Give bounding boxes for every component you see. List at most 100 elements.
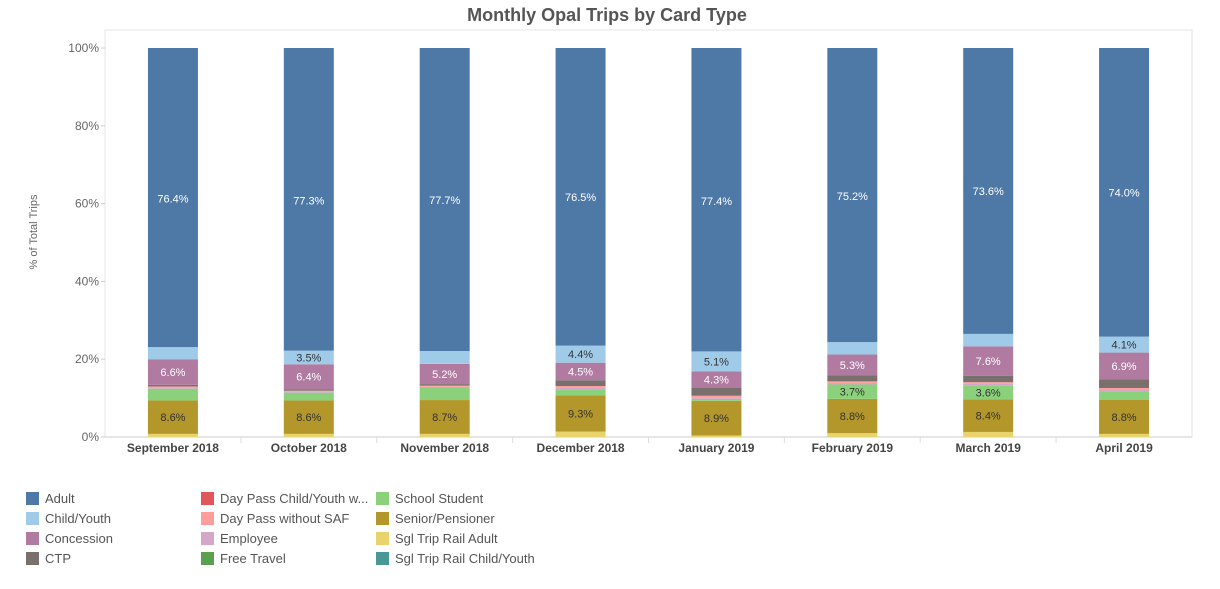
bar-segment-child-youth bbox=[827, 342, 878, 355]
chart-title: Monthly Opal Trips by Card Type bbox=[467, 5, 747, 25]
data-label: 77.3% bbox=[293, 195, 324, 207]
bar-segment-school-student bbox=[827, 384, 878, 399]
data-label: 7.6% bbox=[976, 356, 1001, 368]
legend-label: School Student bbox=[395, 490, 484, 506]
legend-label: Sgl Trip Rail Child/Youth bbox=[395, 550, 535, 566]
legend-item[interactable]: Free Travel bbox=[201, 548, 376, 568]
bar-segment-employee bbox=[691, 397, 742, 399]
bar-segment-senior-pensioner bbox=[963, 399, 1014, 432]
bar-segment-sgl-trip-rail-adult bbox=[963, 431, 1014, 437]
y-axis-label: % of Total Trips bbox=[28, 194, 40, 269]
bar-segment-employee bbox=[147, 387, 198, 389]
data-label: 74.0% bbox=[1108, 188, 1139, 200]
bar-segment-sgl-trip-rail-adult bbox=[283, 433, 334, 437]
legend-item[interactable]: Sgl Trip Rail Child/Youth bbox=[376, 548, 551, 568]
legend-item[interactable]: School Student bbox=[376, 488, 551, 508]
x-tick-label: October 2018 bbox=[271, 441, 347, 455]
data-label: 5.2% bbox=[432, 369, 457, 381]
bar-segment-adult bbox=[963, 48, 1014, 334]
bar-segment-sgl-trip-rail-adult bbox=[1099, 433, 1150, 437]
bar-segment-concession bbox=[963, 346, 1014, 376]
bar-segment-senior-pensioner bbox=[827, 398, 878, 434]
legend-item[interactable]: Employee bbox=[201, 528, 376, 548]
data-label: 5.1% bbox=[704, 356, 729, 368]
stacked-bar-chart: Monthly Opal Trips by Card Type % of Tot… bbox=[28, 5, 1193, 455]
data-label: 4.1% bbox=[1112, 340, 1137, 352]
data-label: 4.4% bbox=[568, 349, 593, 361]
bar-segment-employee bbox=[419, 386, 470, 388]
bar-segment-school-student bbox=[691, 398, 742, 401]
legend-label: Concession bbox=[45, 530, 113, 546]
bar-segment-child-youth bbox=[1099, 336, 1150, 353]
data-label: 8.4% bbox=[976, 411, 1001, 423]
y-tick-label: 40% bbox=[75, 274, 99, 288]
legend-item[interactable]: Day Pass Child/Youth w... bbox=[201, 488, 376, 508]
bar-segment-ctp bbox=[555, 380, 606, 387]
legend-item[interactable]: Day Pass without SAF bbox=[201, 508, 376, 528]
bar-segment-sgl-trip-rail-adult bbox=[419, 433, 470, 437]
legend-item[interactable]: Sgl Trip Rail Adult bbox=[376, 528, 551, 548]
bar-segment-employee bbox=[555, 387, 606, 390]
bar-segment-concession bbox=[1099, 352, 1150, 380]
legend-label: Free Travel bbox=[220, 550, 286, 566]
bar-segment-day-pass-without-saf bbox=[147, 386, 198, 388]
x-tick-label: April 2019 bbox=[1095, 441, 1153, 455]
bar-segment-concession bbox=[147, 359, 198, 385]
legend-label: Child/Youth bbox=[45, 510, 112, 526]
bar-segment-school-student bbox=[963, 385, 1014, 400]
bar-segment-employee bbox=[1099, 389, 1150, 392]
legend-item[interactable]: CTP bbox=[26, 548, 201, 568]
legend-label: Sgl Trip Rail Adult bbox=[395, 530, 498, 546]
bar-segment-school-student bbox=[283, 392, 334, 401]
legend-swatch bbox=[201, 511, 214, 525]
bar-segment-employee bbox=[963, 383, 1014, 386]
bar-segment-ctp bbox=[963, 375, 1014, 383]
bar-segment-concession bbox=[827, 354, 878, 376]
bar-segment-day-pass-without-saf bbox=[283, 390, 334, 392]
x-tick-label: December 2018 bbox=[537, 441, 625, 455]
legend: Adult Child/Youth Concession CTP Day Pass Ch… bbox=[26, 488, 551, 568]
data-label: 8.8% bbox=[840, 411, 865, 423]
legend-item[interactable]: Concession bbox=[26, 528, 201, 548]
legend-item[interactable]: Child/Youth bbox=[26, 508, 201, 528]
bar-segment-child-youth bbox=[147, 347, 198, 360]
data-label: 3.6% bbox=[976, 387, 1001, 399]
legend-swatch bbox=[26, 551, 39, 565]
data-label: 8.9% bbox=[704, 413, 729, 425]
bar-segment-ctp bbox=[419, 384, 470, 386]
x-tick-label: November 2018 bbox=[400, 441, 489, 455]
legend-swatch bbox=[376, 531, 389, 545]
bar-segment-child-youth bbox=[555, 345, 606, 363]
bar-segment-adult bbox=[691, 48, 742, 352]
bar-segment-senior-pensioner bbox=[691, 400, 742, 436]
bar-segment-ctp bbox=[147, 384, 198, 387]
data-label: 8.6% bbox=[160, 412, 185, 424]
bar-segment-sgl-trip-rail-adult bbox=[147, 433, 198, 437]
data-label: 6.4% bbox=[296, 372, 321, 384]
legend-swatch bbox=[26, 511, 39, 525]
data-label: 8.7% bbox=[432, 412, 457, 424]
data-label: 5.3% bbox=[840, 360, 865, 372]
legend-label: Senior/Pensioner bbox=[395, 510, 495, 526]
bar-segment-employee bbox=[827, 382, 878, 385]
plot-frame bbox=[104, 29, 1193, 438]
legend-item[interactable]: Senior/Pensioner bbox=[376, 508, 551, 528]
bar-segment-day-pass-without-saf bbox=[555, 386, 606, 388]
data-label: 76.5% bbox=[565, 192, 596, 204]
legend-swatch bbox=[201, 491, 214, 505]
bar-segment-sgl-trip-rail-adult bbox=[555, 431, 606, 437]
data-label: 4.3% bbox=[704, 375, 729, 387]
bar-segment-child-youth bbox=[963, 333, 1014, 347]
bar-segment-concession bbox=[419, 363, 470, 385]
bar-segment-child-youth bbox=[691, 351, 742, 372]
data-label: 77.4% bbox=[701, 196, 732, 208]
bar-segment-day-pass-without-saf bbox=[691, 395, 742, 398]
bar-segment-adult bbox=[555, 48, 606, 346]
legend-swatch bbox=[376, 491, 389, 505]
legend-swatch bbox=[26, 531, 39, 545]
legend-label: Employee bbox=[220, 530, 278, 546]
legend-item[interactable]: Adult bbox=[26, 488, 201, 508]
x-tick-label: February 2019 bbox=[812, 441, 894, 455]
legend-swatch bbox=[201, 531, 214, 545]
bar-segment-concession bbox=[691, 371, 742, 388]
